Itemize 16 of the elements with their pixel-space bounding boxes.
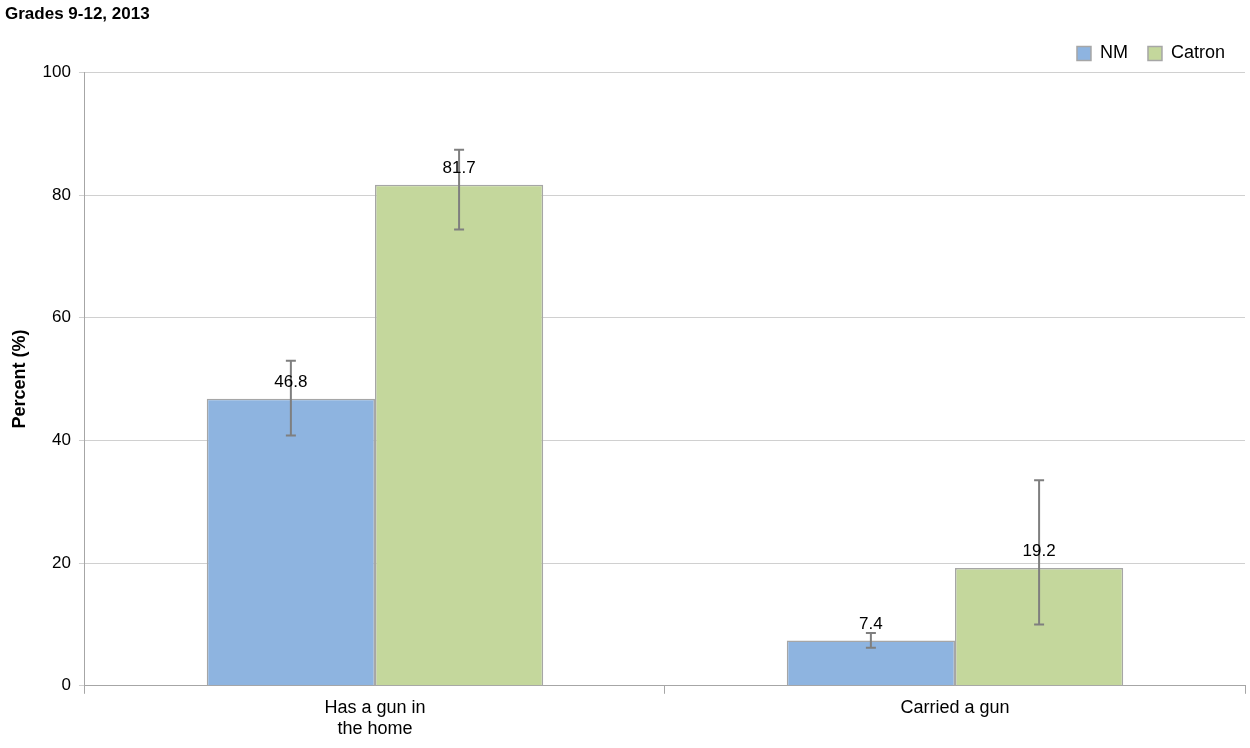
data-label: 19.2 bbox=[1022, 541, 1056, 561]
chart-title: Grades 9-12, 2013 bbox=[5, 3, 150, 23]
data-label: 81.7 bbox=[442, 157, 476, 177]
y-tick-label: 40 bbox=[52, 430, 71, 450]
y-tick-label: 100 bbox=[42, 62, 71, 82]
y-tick-label: 0 bbox=[61, 675, 71, 695]
data-label: 7.4 bbox=[859, 613, 883, 633]
y-tick-label: 60 bbox=[52, 307, 71, 327]
legend-label: Catron bbox=[1170, 42, 1225, 63]
x-tick-label: Carried a gun bbox=[900, 696, 1010, 717]
data-label: 46.8 bbox=[274, 371, 308, 391]
y-tick-label: 20 bbox=[52, 552, 71, 572]
y-axis-title: Percent (%) bbox=[8, 329, 29, 429]
x-tick-label: Has a gun in the home bbox=[324, 696, 426, 739]
legend-label: NM bbox=[1099, 42, 1128, 63]
y-tick-label: 80 bbox=[52, 184, 71, 204]
